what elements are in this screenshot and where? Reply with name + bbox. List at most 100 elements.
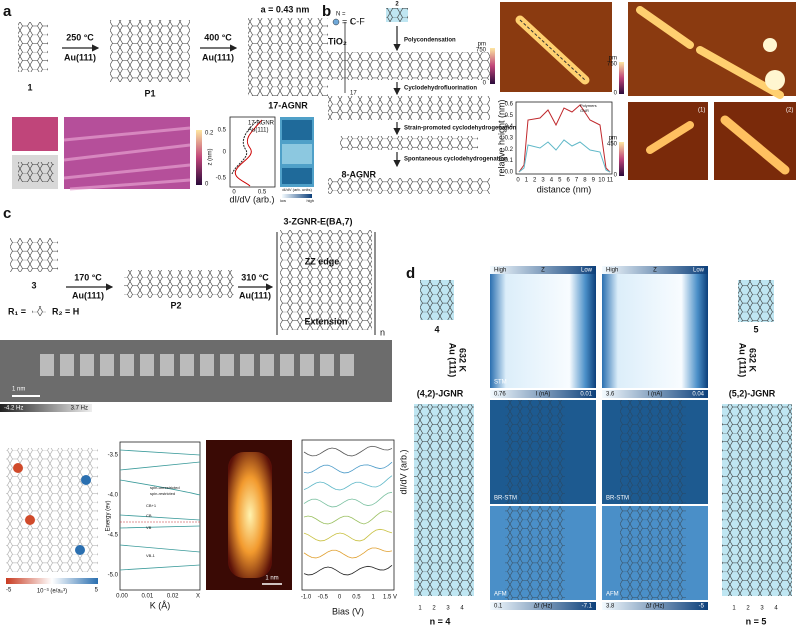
legend-entry: GNR <box>580 108 589 113</box>
ribbon-feature <box>720 115 790 175</box>
band-label: CB+1 <box>146 503 157 508</box>
spin-lobe <box>13 463 23 473</box>
legend-entry: spin-restricted <box>150 491 175 496</box>
colorbar-min: 0 <box>205 182 209 188</box>
x-ticks: 0.00 0.01 0.02 X <box>116 594 200 600</box>
colorbar <box>602 390 708 398</box>
y-tick: -5.0 <box>108 573 119 579</box>
step: Spontaneous cyclodehydrogenation <box>404 157 508 163</box>
y-tick: 0.5 <box>218 128 227 134</box>
colorbar-max: 750 <box>476 48 487 54</box>
molecule <box>18 22 48 72</box>
bond-contrast <box>620 400 686 504</box>
colorbar-unit: 10⁻³ (e/a₀³) <box>37 589 67 595</box>
substituent: R₁ = <box>8 306 26 316</box>
y-tick: 0 <box>223 150 227 156</box>
map-tile <box>282 120 312 140</box>
panel-label: a <box>3 3 12 20</box>
x-tick: 0 <box>338 595 342 601</box>
substrate: Au (111) <box>448 343 458 378</box>
x-tick: 0.5 <box>352 595 361 601</box>
legend-entry: Au(111) <box>248 128 268 134</box>
extension-label: Extension <box>304 316 347 326</box>
spin-lobe <box>25 515 35 525</box>
step: Cyclodehydrofluorination <box>404 86 477 92</box>
y-tick: 0.3 <box>505 136 514 142</box>
colorbar-max: 0.2 <box>205 131 214 137</box>
ribbon <box>340 136 478 150</box>
z-high: High <box>606 268 618 274</box>
x-tick: 0 <box>232 190 236 196</box>
substrate: Au(111) <box>64 52 96 62</box>
spectrum <box>303 491 393 508</box>
temperature: 310 °C <box>241 272 269 282</box>
curve <box>234 119 263 187</box>
temperature: 400 °C <box>204 32 232 42</box>
curve <box>518 104 611 173</box>
y-tick: 0.1 <box>505 158 514 164</box>
spectrum <box>303 547 393 559</box>
column-label: 3 <box>446 606 450 612</box>
image-label: STM <box>494 380 507 386</box>
molecule <box>10 238 58 272</box>
substrate: Au(111) <box>72 290 104 300</box>
x-tick: 8 <box>583 178 587 184</box>
colorbar <box>490 266 596 274</box>
product-label: (4,2)-JGNR <box>417 388 464 398</box>
colorbar-unit: Δf (Hz) <box>534 604 553 610</box>
product-label: (5,2)-JGNR <box>729 388 776 398</box>
width-tick: 17 <box>350 91 357 97</box>
y-axis-label: relative height (nm) <box>496 99 506 176</box>
x-tick: 0.02 <box>167 594 179 600</box>
ribbon-structure <box>280 230 372 330</box>
width-tick: 1 <box>350 20 354 26</box>
x-tick: 1 <box>372 595 376 601</box>
colorbar-min: -7.1 <box>582 604 593 610</box>
colorbar-min: 0.01 <box>580 392 592 398</box>
image-label: BR-STM <box>494 496 517 502</box>
colorbar-min: low <box>280 198 286 203</box>
colorbar-min: -5 <box>6 588 12 594</box>
bond-contrast <box>620 506 686 600</box>
column-label: 4 <box>774 606 778 612</box>
compound-label: P2 <box>170 300 181 310</box>
x-tick: 3 <box>541 178 545 184</box>
product-label: 17-AGNR <box>268 100 308 110</box>
image-label: (1) <box>698 108 705 114</box>
molecule <box>420 280 454 320</box>
colorbar <box>619 62 624 94</box>
x-tick: 6 <box>567 178 571 184</box>
x-tick: 7 <box>575 178 579 184</box>
colorbar <box>490 48 495 84</box>
spectrum <box>303 564 393 576</box>
x-tick: 0 <box>516 178 520 184</box>
spectra <box>303 445 393 576</box>
compound-label: 4 <box>434 324 439 334</box>
compound-label: 2 <box>395 2 399 8</box>
image-label: AFM <box>494 592 507 598</box>
legend-entry: spin-unrestricted <box>150 485 180 490</box>
substrate: Au (111) <box>738 343 748 378</box>
map-tile <box>282 144 312 164</box>
colorbar <box>196 130 202 185</box>
x-tick: 0.01 <box>141 594 153 600</box>
x-axis-label: dI/dV (arb.) <box>229 194 274 204</box>
ribbon-traces <box>63 126 191 191</box>
bond-contrast <box>505 400 565 504</box>
z-low: Low <box>693 268 705 274</box>
colorbar <box>602 602 708 610</box>
x-tick: -0.5 <box>318 595 329 601</box>
z-low: Low <box>581 268 593 274</box>
spectrum <box>303 528 393 542</box>
colorbar-max: 3.8 <box>606 604 615 610</box>
colorbar <box>490 390 596 398</box>
column-labels: 1 2 3 4 <box>732 606 778 612</box>
band-label: CB <box>146 513 152 518</box>
image-label: BR-STM <box>606 496 629 502</box>
y-axis-label: Energy (ev) <box>106 500 112 531</box>
substrate: TiO₂ <box>328 36 347 46</box>
ribbon <box>248 18 328 96</box>
condition: 632 K <box>748 348 758 373</box>
spin-lobe <box>75 545 85 555</box>
